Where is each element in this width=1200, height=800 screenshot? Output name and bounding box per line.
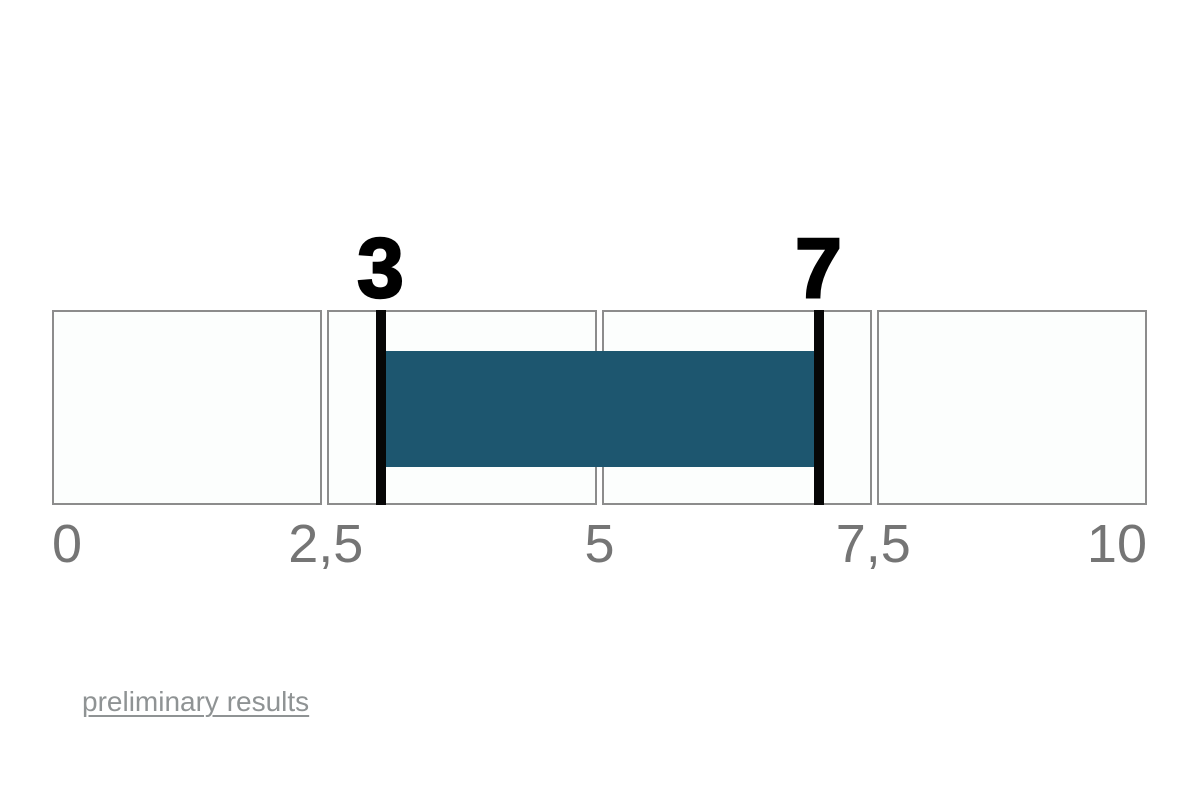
axis-tick-label: 10 bbox=[1086, 514, 1147, 574]
axis-tick-label: 0 bbox=[52, 514, 83, 574]
preliminary-results-link[interactable]: preliminary results bbox=[82, 686, 310, 717]
range-chart: 3 7 0 2,5 5 7,5 10 bbox=[52, 225, 1147, 571]
axis-tick-label: 2,5 bbox=[288, 514, 364, 574]
axis-tick-label: 7,5 bbox=[835, 514, 911, 574]
range-marker-start bbox=[375, 310, 386, 505]
axis-tick-labels: 0 2,5 5 7,5 10 bbox=[52, 517, 1147, 592]
marker-label-start: 3 bbox=[356, 221, 405, 315]
axis-tick-label: 5 bbox=[584, 514, 615, 574]
marker-label-end: 7 bbox=[794, 221, 843, 315]
range-marker-end bbox=[813, 310, 824, 505]
scale-segment-1 bbox=[52, 310, 322, 505]
scale-segment-4 bbox=[877, 310, 1147, 505]
range-bar bbox=[380, 351, 819, 467]
